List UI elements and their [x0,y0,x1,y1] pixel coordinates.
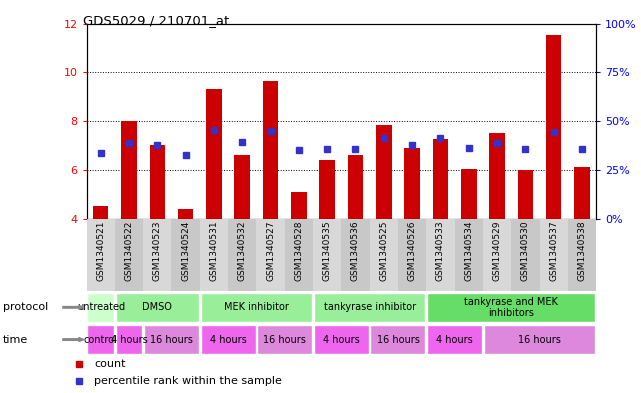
Bar [206,89,222,219]
Text: GSM1340536: GSM1340536 [351,221,360,281]
Text: 4 hours: 4 hours [323,334,360,345]
Text: 16 hours: 16 hours [150,334,193,345]
Bar [256,219,285,291]
Bar [121,121,137,219]
Text: percentile rank within the sample: percentile rank within the sample [94,376,282,386]
Bar [144,325,199,354]
Text: tankyrase inhibitor: tankyrase inhibitor [324,302,416,312]
Bar [235,155,250,219]
Bar [484,325,595,354]
Bar [87,325,114,354]
Bar [319,160,335,219]
Text: 4 hours: 4 hours [437,334,473,345]
Text: GSM1340538: GSM1340538 [578,221,587,281]
Text: GSM1340525: GSM1340525 [379,221,388,281]
Text: 16 hours: 16 hours [376,334,419,345]
Bar [263,81,278,219]
Text: GSM1340526: GSM1340526 [408,221,417,281]
Text: tankyrase and MEK
inhibitors: tankyrase and MEK inhibitors [464,297,558,318]
Bar [341,219,370,291]
Text: GSM1340524: GSM1340524 [181,221,190,281]
Bar [517,170,533,219]
Text: GSM1340532: GSM1340532 [238,221,247,281]
Text: GSM1340521: GSM1340521 [96,221,105,281]
Bar [313,219,341,291]
Text: GSM1340533: GSM1340533 [436,221,445,281]
Text: GSM1340530: GSM1340530 [521,221,530,281]
Bar [201,325,256,354]
Text: untreated: untreated [77,302,125,312]
Bar [461,169,476,219]
Bar [115,325,142,354]
Bar [257,325,312,354]
Bar [574,167,590,219]
Bar [149,145,165,219]
Bar [172,219,200,291]
Bar [489,133,505,219]
Bar [426,219,454,291]
Bar [433,139,448,219]
Text: DMSO: DMSO [142,302,172,312]
Bar [512,219,540,291]
Bar [115,219,143,291]
Text: 4 hours: 4 hours [210,334,246,345]
Text: GSM1340529: GSM1340529 [492,221,501,281]
Text: GSM1340522: GSM1340522 [124,221,133,281]
Bar [143,219,172,291]
Bar [568,219,596,291]
Text: 16 hours: 16 hours [263,334,306,345]
Bar [427,325,482,354]
Bar [546,35,562,219]
Bar [347,155,363,219]
Text: GSM1340523: GSM1340523 [153,221,162,281]
Text: GSM1340527: GSM1340527 [266,221,275,281]
Bar [201,292,312,322]
Bar [87,219,115,291]
Bar [93,206,108,219]
Text: count: count [94,359,126,369]
Bar [427,292,595,322]
Bar [314,292,426,322]
Text: GSM1340528: GSM1340528 [294,221,303,281]
Bar [291,192,306,219]
Text: MEK inhibitor: MEK inhibitor [224,302,289,312]
Bar [314,325,369,354]
Text: time: time [3,334,28,345]
Bar [370,219,398,291]
Text: GSM1340534: GSM1340534 [464,221,473,281]
Bar [200,219,228,291]
Bar [398,219,426,291]
Text: GSM1340537: GSM1340537 [549,221,558,281]
Bar [376,125,392,219]
Bar [370,325,426,354]
Text: 4 hours: 4 hours [111,334,147,345]
Text: GSM1340535: GSM1340535 [322,221,331,281]
Text: GDS5029 / 210701_at: GDS5029 / 210701_at [83,14,229,27]
Bar [454,219,483,291]
Bar [87,292,114,322]
Text: GSM1340531: GSM1340531 [210,221,219,281]
Bar [483,219,512,291]
Bar [404,148,420,219]
Text: 16 hours: 16 hours [518,334,561,345]
Text: control: control [84,334,117,345]
Bar [115,292,199,322]
Bar [228,219,256,291]
Text: protocol: protocol [3,302,49,312]
Bar [285,219,313,291]
Bar [178,209,194,219]
Bar [540,219,568,291]
